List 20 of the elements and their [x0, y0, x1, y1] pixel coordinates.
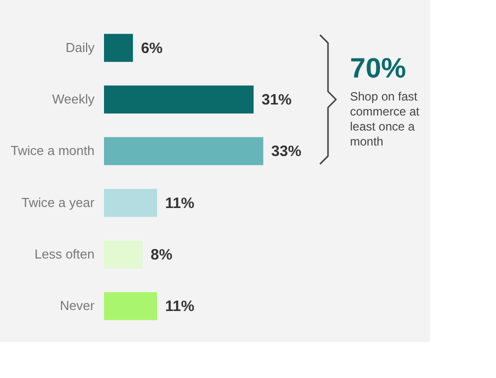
- y-tick-label: Less often: [34, 246, 94, 262]
- y-tick-label: Twice a month: [10, 143, 94, 158]
- text: 70%: [350, 52, 406, 84]
- bar: [104, 86, 254, 114]
- bar: [104, 292, 158, 320]
- y-tick-label: Never: [60, 298, 96, 314]
- text: Shop on fast commerce at least once a month: [350, 90, 420, 148]
- y-tick-label: Twice a year: [22, 194, 96, 210]
- data-label: 11%: [165, 194, 194, 212]
- data-label: 6%: [140, 40, 163, 57]
- data-label: 33%: [271, 143, 302, 160]
- bar: [104, 188, 158, 217]
- data-label: 8%: [150, 246, 172, 264]
- bar: [104, 137, 264, 166]
- bar: [104, 240, 143, 268]
- bar: [104, 34, 133, 62]
- y-tick-label: Daily: [66, 40, 95, 55]
- data-label: 11%: [165, 298, 194, 316]
- y-tick-label: Weekly: [52, 92, 95, 106]
- data-label: 31%: [262, 92, 292, 108]
